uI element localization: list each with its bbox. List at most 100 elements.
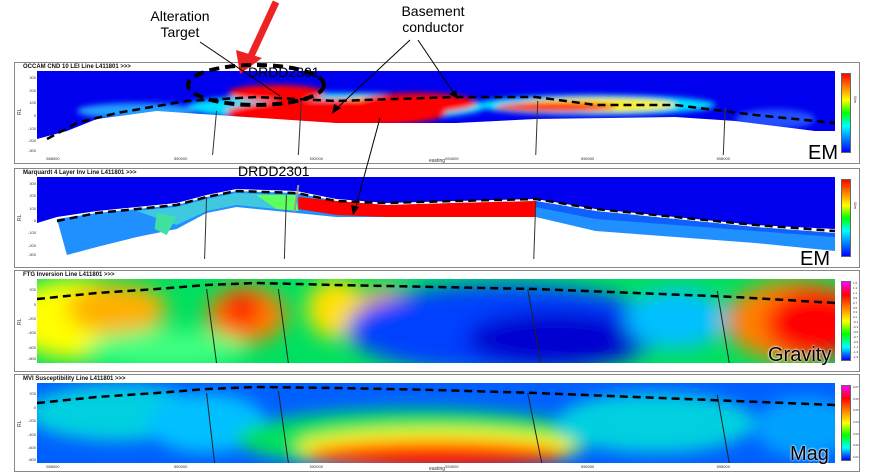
x-axis-label: easting [428,158,446,164]
y-ticks: 300 200 100 0 -100 -200 -300 [25,177,36,259]
colorbar-tick: 0.7 [853,300,858,305]
gravity-panel: FTG Inversion Line L411801 >>> RL 200 0 … [14,270,860,372]
colorbar-tick: 1.5 [853,281,858,285]
colorbar-tick: 1.1 [853,290,858,295]
y-axis-label: RL [17,420,23,427]
colorbar-tick: -1.5 [853,354,859,359]
colorbar-tick: 1.3 [853,285,858,290]
colorbar [841,281,851,361]
y-tick: 100 [29,100,36,106]
panel-title: OCCAM CND 10 LEI Line L411801 >>> [23,64,131,70]
y-tick: -300 [27,252,36,258]
x-tick: 596000 [580,156,595,161]
y-tick: 0 [33,404,36,410]
colorbar-tick: -0.1 [853,320,859,325]
y-tick: -200 [27,418,36,424]
x-axis-label: easting [428,466,446,472]
colorbar-tick: 0.07 [853,385,859,389]
method-label-em-2: EM [800,248,830,270]
y-axis-label: RL [17,108,23,115]
y-tick: 0 [33,218,36,223]
y-tick: 200 [29,87,36,93]
method-label-em-1: EM [808,142,838,164]
y-tick: -800 [27,356,36,362]
colorbar-tick: -0.9 [853,339,859,344]
panel-title: Marquardt 4 Layer Inv Line L411801 >>> [23,170,137,176]
gravity-section [37,279,835,363]
colorbar-tick: -0.5 [853,330,859,335]
x-tick: 598000 [716,156,730,161]
y-tick: -300 [27,148,36,154]
y-ticks: 200 0 -200 -400 -600 -800 [25,279,36,363]
y-tick: 300 [29,75,36,81]
colorbar-tick: 0.3 [853,310,858,315]
colorbar-tick: 0.04 [853,419,859,424]
colorbar-tick: 0.03 [853,431,859,436]
em-occam-section [37,71,835,155]
y-tick: -400 [27,431,36,437]
y-tick: -600 [27,445,36,451]
colorbar [841,385,851,461]
y-ticks: 200 0 -200 -400 -600 -800 [25,383,36,463]
y-tick: 200 [29,391,36,396]
panel-title: FTG Inversion Line L411801 >>> [23,272,115,278]
colorbar-tick: 0.9 [853,295,858,300]
x-tick: 594000 [445,156,459,161]
em-marquardt-section [37,177,835,259]
colorbar-tick: -0.7 [853,334,859,339]
y-tick: 200 [29,287,36,293]
y-axis-label: RL [17,318,23,325]
y-tick: 0 [33,301,36,307]
x-tick: 590000 [173,464,188,469]
colorbar-ticks: 0.07 0.06 0.05 0.04 0.03 0.02 0.01 [853,385,859,461]
x-tick: 588000 [46,156,60,161]
colorbar [841,179,851,257]
drill-hole-label: DRDD2301 [238,163,310,179]
colorbar-tick: 0.02 [853,443,859,448]
alteration-target-label: Alteration Target [150,8,210,40]
em-occam-panel: OCCAM CND 10 LEI Line L411801 >>> RL 300… [14,62,860,164]
x-ticks: 588000 590000 592000 594000 596000 59800… [37,463,835,471]
y-tick: -600 [27,344,36,350]
method-label-mag: Mag [790,443,829,465]
y-tick: -800 [27,456,36,462]
basement-conductor-label: Basement conductor [401,3,465,35]
drill-hole-label: DRDD2301 [248,64,320,80]
y-tick: -400 [27,330,36,336]
colorbar-label: S/m [853,201,858,209]
colorbar-tick: 0.01 [853,454,859,459]
x-tick: 598000 [716,464,730,469]
colorbar-ticks: 1.5 1.3 1.1 0.9 0.7 0.5 0.3 0.1 -0.1 -0.3 -0.5 -0.7… [853,281,859,361]
em-marquardt-panel: Marquardt 4 Layer Inv Line L411801 >>> R… [14,168,860,268]
y-tick: 100 [29,205,36,211]
x-tick: 592000 [309,156,323,161]
y-ticks: 300 200 100 0 -100 -200 -300 [25,71,36,155]
y-tick: 300 [29,181,36,187]
panel-title: MVI Susceptibility Line L411801 >>> [23,376,126,382]
colorbar-tick: 0.5 [853,305,858,310]
y-tick: -200 [27,242,36,248]
mag-panel: MVI Susceptibility Line L411801 >>> RL 2… [14,374,860,472]
method-label-gravity: Gravity [768,344,832,366]
y-tick: -100 [27,125,36,131]
y-tick: 0 [33,113,36,118]
y-tick: -200 [27,138,36,144]
colorbar [841,73,851,153]
y-tick: -100 [27,230,36,236]
x-tick: 592000 [309,464,323,469]
colorbar-tick: -0.3 [853,325,859,330]
colorbar-tick: 0.06 [853,396,859,401]
y-tick: -200 [27,315,36,321]
colorbar-label: S/m [853,95,858,103]
x-tick: 588000 [46,464,60,469]
colorbar-tick: -1.1 [853,344,859,349]
colorbar-tick: 0.1 [853,315,858,320]
x-tick: 594000 [445,464,459,469]
y-tick: 200 [29,193,36,199]
colorbar-tick: -1.3 [853,349,859,354]
x-tick: 590000 [173,156,188,161]
x-tick: 596000 [580,464,595,469]
x-ticks: 588000 590000 592000 594000 596000 59800… [37,155,835,163]
y-axis-label: RL [17,214,23,221]
mag-section [37,383,835,463]
